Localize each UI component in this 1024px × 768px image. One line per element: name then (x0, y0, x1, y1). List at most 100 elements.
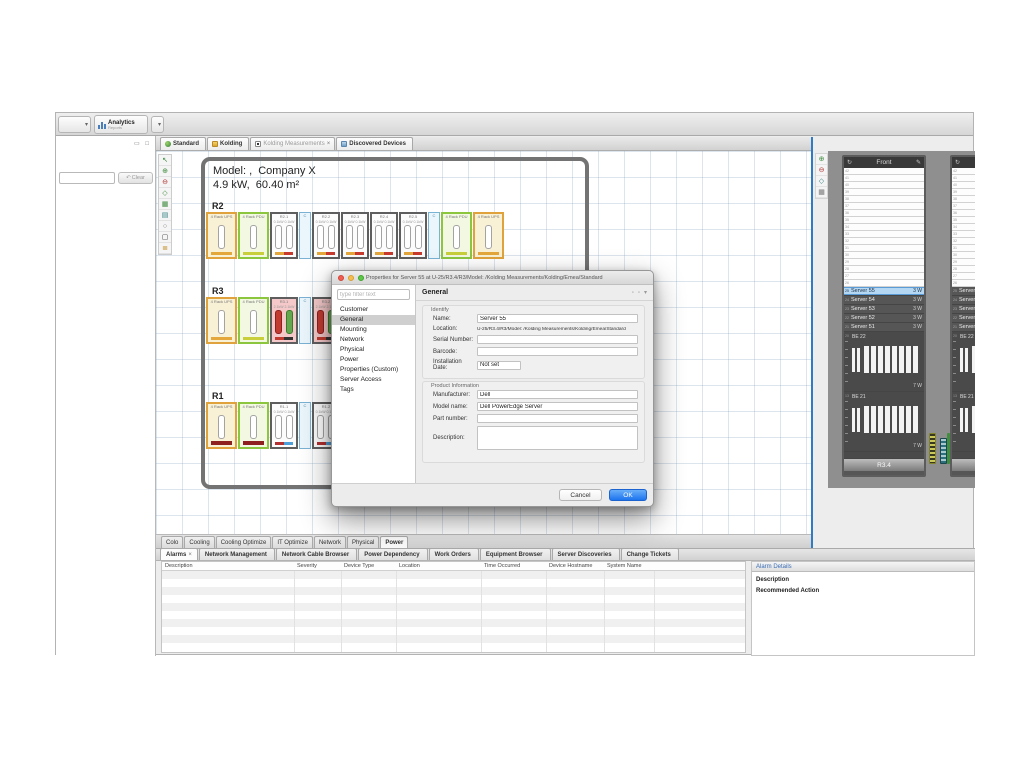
editor-tab[interactable]: Discovered Devices (336, 137, 413, 150)
view-tab[interactable]: Network (313, 536, 346, 548)
rack-server-row[interactable]: 21 Server 51 3 W (952, 323, 975, 331)
rack-tool-button[interactable]: ◇ (816, 176, 827, 187)
floor-tile[interactable]: R2.2 0.1kW 0.1kW (312, 212, 340, 259)
editor-tool-button[interactable]: ≣ (159, 243, 171, 254)
u-slot[interactable]: 26 (844, 280, 924, 287)
table-row[interactable] (162, 627, 745, 635)
editor-tool-button[interactable]: ◇ (159, 188, 171, 199)
column-header[interactable]: Device Hostname (549, 563, 593, 569)
floor-tile[interactable]: C (428, 212, 440, 259)
bottom-tab[interactable]: Alarms × (160, 548, 198, 560)
blade-enclosure[interactable]: 20 BE 22 7 W (952, 332, 975, 391)
serial-number-field[interactable] (477, 335, 638, 344)
column-header[interactable]: Time Occurred (484, 563, 521, 569)
floor-tile[interactable]: C (299, 297, 311, 344)
dialog-nav-item[interactable]: Network (340, 336, 364, 343)
u-slot[interactable]: 27 (952, 273, 975, 280)
rack-server-row[interactable]: 22 Server 52 3 W (844, 314, 924, 322)
column-header[interactable] (654, 562, 745, 570)
u-slot[interactable]: 33 (844, 231, 924, 238)
u-slot[interactable]: 31 (844, 245, 924, 252)
u-slot[interactable]: 39 (844, 189, 924, 196)
rack-rear-view[interactable]: ↻ 42 41 40 39 38 37 36 35 34 33 32 31 30 29 28 27 26 25 … (950, 155, 975, 477)
section-menu-icon[interactable]: ▾ (643, 290, 647, 296)
floor-tile[interactable]: 4 Rack PDU (238, 402, 269, 449)
dialog-nav-item[interactable]: Properties (Custom) (340, 366, 399, 373)
u-slot[interactable]: 37 (952, 203, 975, 210)
rack-server-row[interactable]: 23 Server 53 3 W (952, 305, 975, 313)
dialog-nav-item[interactable]: Server Access (340, 376, 382, 383)
column-header[interactable]: Device Type (344, 563, 375, 569)
rack-server-row[interactable]: 24 Server 54 3 W (952, 296, 975, 304)
cancel-button[interactable]: Cancel (559, 489, 602, 501)
close-window-icon[interactable] (338, 275, 344, 281)
bottom-tab[interactable]: Network Cable Browser (275, 548, 358, 560)
floor-tile[interactable]: 4 Rack UPS (206, 402, 237, 449)
u-slot[interactable]: 34 (844, 224, 924, 231)
close-icon[interactable]: × (326, 141, 331, 147)
dialog-filter-input[interactable] (337, 289, 410, 300)
editor-tool-button[interactable]: ⊖ (159, 177, 171, 188)
blade-enclosure[interactable]: 13 BE 21 7 W (952, 392, 975, 451)
bottom-tab[interactable]: Network Management (198, 548, 275, 560)
floor-tile[interactable]: R2.4 0.1kW 0.1kW (370, 212, 398, 259)
editor-tool-button[interactable]: ▤ (159, 210, 171, 221)
bottom-tab[interactable]: Equipment Browser (479, 548, 551, 560)
analytics-button[interactable]: Analytics Reports (94, 115, 148, 134)
zoom-window-icon[interactable] (358, 275, 364, 281)
panel-collapse-icons[interactable]: ▭ □ (134, 141, 151, 147)
section-maximize-icon[interactable]: ▫ (637, 289, 640, 296)
floor-tile[interactable]: R1.1 0.1kW 0.1kW (270, 402, 298, 449)
rack-server-row[interactable]: 24 Server 54 3 W (844, 296, 924, 304)
u-slot[interactable]: 38 (844, 196, 924, 203)
editor-tool-button[interactable]: ○ (159, 221, 171, 232)
rack-server-row[interactable]: 25 Server 55 3 W (844, 287, 924, 295)
table-row[interactable] (162, 595, 745, 603)
u-slot[interactable]: 42 (844, 168, 924, 175)
u-slot[interactable]: 36 (952, 210, 975, 217)
editor-tool-button[interactable]: ⊕ (159, 166, 171, 177)
u-slot[interactable]: 42 (952, 168, 975, 175)
view-tab[interactable]: IT Optimize (272, 536, 313, 548)
floor-tile[interactable]: R2.5 0.1kW 0.1kW (399, 212, 427, 259)
editor-tab[interactable]: Kolding (207, 137, 250, 150)
blade-enclosure[interactable]: 20 BE 22 7 W (844, 332, 924, 391)
filter-input[interactable] (59, 172, 115, 184)
u-slot[interactable]: 32 (844, 238, 924, 245)
rack-server-row[interactable]: 21 Server 51 3 W (844, 323, 924, 331)
u-slot[interactable]: 27 (844, 273, 924, 280)
rack-tool-button[interactable]: ⊕ (816, 154, 827, 165)
u-slot[interactable]: 35 (844, 217, 924, 224)
rotate-icon[interactable]: ↻ (955, 160, 961, 166)
floor-tile[interactable]: R3.1 2.1kW 2.1kW (270, 297, 298, 344)
u-slot[interactable]: 41 (844, 175, 924, 182)
toolbar-dropdown-left[interactable]: ▾ (58, 116, 91, 133)
part-number-field[interactable] (477, 414, 638, 423)
dialog-nav-item[interactable]: Tags (340, 386, 354, 393)
table-row[interactable] (162, 619, 745, 627)
clear-button[interactable]: ↶ Clear (118, 172, 153, 184)
floor-tile[interactable]: 4 Rack UPS (473, 212, 504, 259)
installation-date-field[interactable] (477, 360, 521, 370)
table-row[interactable] (162, 579, 745, 587)
floor-tile[interactable]: 4 Rack PDU (238, 212, 269, 259)
view-tab[interactable]: Physical (346, 536, 380, 548)
dialog-nav-item[interactable]: General (332, 315, 415, 325)
floor-tile[interactable]: 4 Rack UPS (206, 297, 237, 344)
u-slot[interactable]: 38 (952, 196, 975, 203)
table-row[interactable] (162, 571, 745, 579)
rack-server-row[interactable]: 22 Server 52 3 W (952, 314, 975, 322)
dialog-nav-item[interactable]: Power (340, 356, 359, 363)
view-tab[interactable]: Cooling Optimize (215, 536, 272, 548)
editor-tool-button[interactable]: ▦ (159, 199, 171, 210)
dialog-nav-item[interactable]: Physical (340, 346, 365, 353)
editor-tab[interactable]: Kolding Measurements × (250, 137, 336, 150)
bottom-tab[interactable]: Server Discoveries (551, 548, 620, 560)
column-header[interactable]: Description (165, 563, 193, 569)
floor-tile[interactable]: R2.1 0.1kW 0.1kW (270, 212, 298, 259)
ok-button[interactable]: OK (609, 489, 647, 501)
u-slot[interactable]: 35 (952, 217, 975, 224)
column-header[interactable]: Location (399, 563, 420, 569)
rotate-icon[interactable]: ↻ (847, 160, 853, 166)
u-slot[interactable]: 30 (952, 252, 975, 259)
